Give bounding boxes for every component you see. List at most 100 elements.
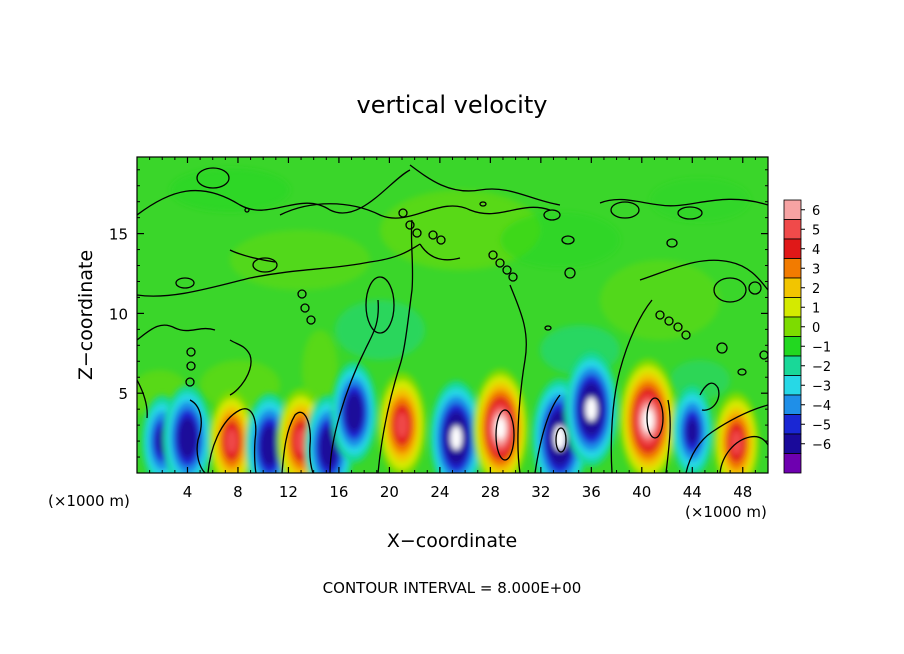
colorbar-label: −4 [812,399,831,414]
contour-loop [186,347,196,357]
contour-loop [677,206,703,220]
contour-line [137,324,216,341]
contour-line [665,399,671,473]
wash-patch [200,360,280,410]
contour-line [329,299,379,473]
contour-loop [673,322,683,332]
cell-contour-level [226,428,238,454]
x-unit-label-right: (×1000 m) [685,503,767,521]
colorbar-segment [783,375,802,396]
colorbar-label: 6 [812,204,820,219]
contour-loop [186,361,196,371]
contour-line [409,164,561,206]
contour-line [509,284,527,473]
contour-loop [759,350,768,360]
contour-loop [300,303,310,313]
contour-loop [175,277,195,289]
contour-loop [479,201,487,207]
wash-patch [600,260,720,340]
plot-area [137,157,768,473]
cell-contour-level [396,412,408,438]
chart-title: vertical velocity [357,91,548,119]
colorbar-label: −6 [812,438,831,453]
colorbar-segment [783,258,802,279]
cell-contour-level [495,417,506,440]
colorbar-label: 0 [812,321,820,336]
contour-line [419,243,461,261]
wash-patch [500,212,620,268]
x-tick-label: 44 [683,483,702,501]
cell-contour-level [585,397,597,422]
x-tick-label: 8 [233,483,243,501]
y-axis-ticks: 5 10 15 [109,169,768,458]
contour-line [279,203,551,219]
colorbar-label: 5 [812,223,820,238]
colorbar-segment [783,238,802,259]
x-tick-label: 20 [380,483,399,501]
contour-loop [610,201,640,219]
colorbar-label: −3 [812,379,831,394]
contour-loop [306,315,316,325]
contour-interval-label: CONTOUR INTERVAL = 8.000E+00 [323,579,582,597]
colorbar-segment [783,453,802,474]
updraft-core-contour [646,397,664,439]
contour-line [610,299,653,473]
wash-patch [380,190,540,270]
y-tick-label: 5 [118,385,128,403]
colorbar-segment [783,336,802,357]
x-tick-label: 24 [430,483,449,501]
contour-loop [428,230,438,240]
contour-loop [196,167,230,189]
contour-loop [655,310,665,320]
velocity-cell [429,380,483,473]
x-axis-ticks: 4 8 12 16 20 24 28 32 36 40 44 48 [149,157,756,501]
contour-loop [544,325,552,331]
colorbar-segment [783,297,802,318]
wash-patch [230,230,370,290]
contour-loop [185,377,195,387]
contour-line [229,339,252,396]
colorbar-segment [783,414,802,435]
contour-loop [543,209,561,221]
cell-contour-level [295,428,307,454]
wash-patch [650,178,750,222]
contour-loop [436,235,446,245]
contour-line [599,198,768,207]
contour-line [281,411,314,473]
contour-loop [713,277,747,303]
cell-contour-level [348,400,360,425]
colorbar-segment [783,219,802,240]
colorbar-segment [783,394,802,415]
velocity-cell [331,362,377,463]
contour-line [534,394,561,473]
contour-line [699,382,720,411]
x-axis-label: X−coordinate [387,530,517,552]
contour-loop [495,258,505,268]
velocity-cell [163,385,212,473]
colorbar-label: −5 [812,418,831,433]
contour-loop [488,250,498,260]
contour-line [137,169,411,216]
velocity-cell [619,358,677,473]
colorbar: 6 5 4 3 2 1 0 −1 −2 −3 −4 −5 −6 [783,199,831,474]
velocity-cell [671,385,713,473]
x-tick-label: 16 [329,483,348,501]
y-tick-label: 10 [109,305,128,323]
velocity-cell [378,372,427,473]
contour-line [207,408,257,473]
contour-loop [737,368,747,376]
cell-contour-level [642,408,654,432]
x-tick-label: 4 [183,483,193,501]
contour-line [189,399,206,473]
cell-contour-level [181,425,194,451]
contour-loop [748,281,762,295]
contour-line [377,219,414,473]
zero-contours [137,164,768,473]
cells-layer [141,352,760,473]
y-tick-label: 15 [109,226,128,244]
contour-line [685,404,768,473]
colorbar-label: 2 [812,282,820,297]
contour-line [639,259,768,291]
contour-loop [564,267,576,279]
